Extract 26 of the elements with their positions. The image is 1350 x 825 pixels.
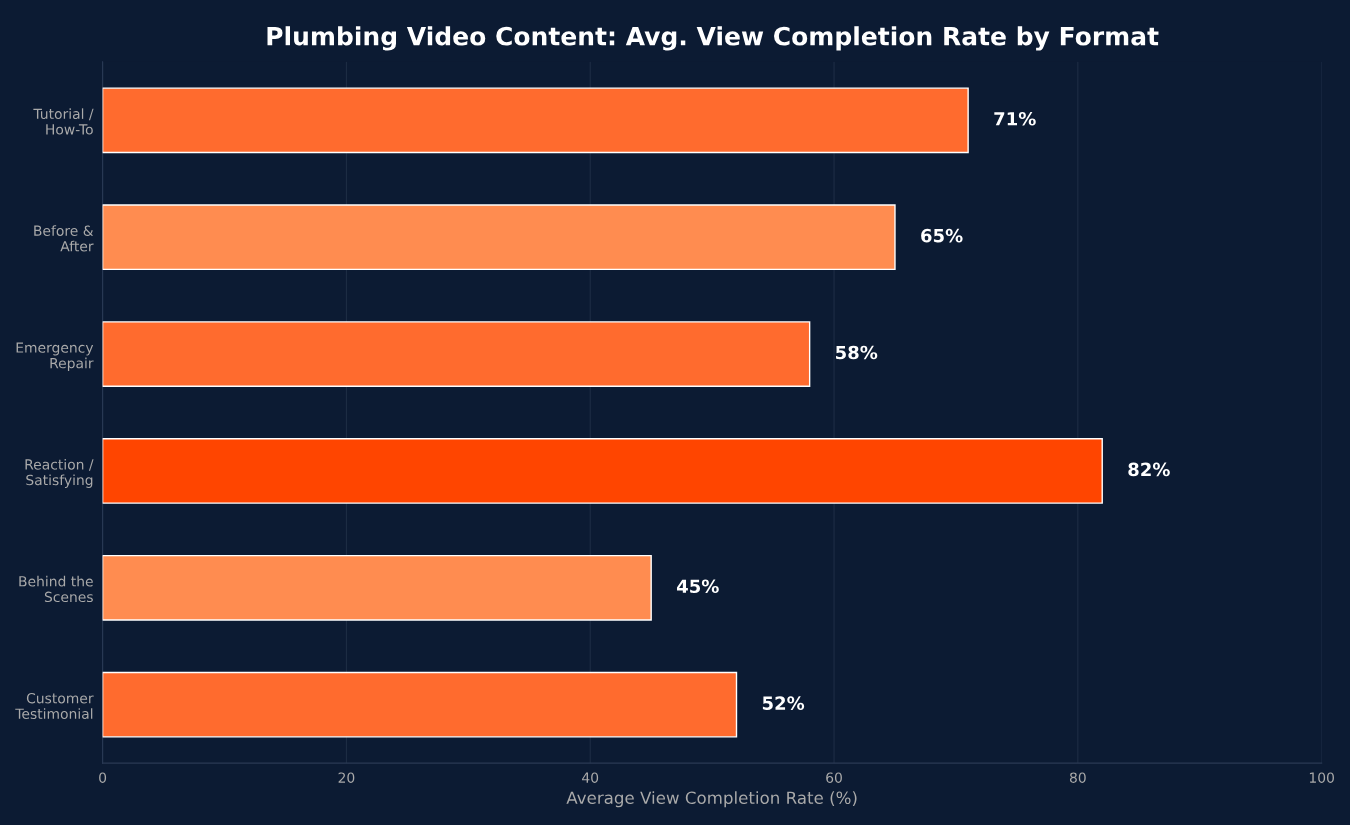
bar: [102, 87, 969, 154]
x-tick-label: 40: [582, 772, 599, 783]
y-tick-label: Reaction / Satisfying: [25, 458, 94, 488]
x-tick-label: 100: [1309, 772, 1334, 783]
bar: [102, 671, 738, 738]
y-tick-label: Behind the Scenes: [19, 575, 93, 603]
x-axis-title: Average View Completion Rate (%): [566, 791, 857, 808]
data-label: 52%: [762, 696, 805, 710]
data-label: 71%: [994, 111, 1036, 126]
y-tick-label: Before & After: [34, 225, 94, 252]
data-label: 58%: [836, 345, 878, 360]
bar: [102, 438, 1103, 504]
chart-title: Plumbing Video Content: Avg. View Completion Rate by Format: [267, 26, 1159, 51]
x-tick-label: 20: [338, 772, 355, 783]
bar: [102, 554, 652, 621]
bar: [102, 321, 811, 387]
y-tick-label: Customer Testimonial: [15, 692, 94, 719]
x-tick-label: 0: [99, 772, 107, 783]
data-label: 65%: [921, 228, 963, 243]
x-tick-label: 60: [826, 772, 842, 783]
bar: [102, 204, 896, 271]
y-tick-label: Emergency Repair: [16, 342, 94, 372]
data-label: 45%: [676, 579, 719, 594]
x-tick-label: 80: [1069, 772, 1086, 783]
y-tick-label: Tutorial / How-To: [33, 108, 94, 135]
data-label: 82%: [1128, 462, 1170, 477]
